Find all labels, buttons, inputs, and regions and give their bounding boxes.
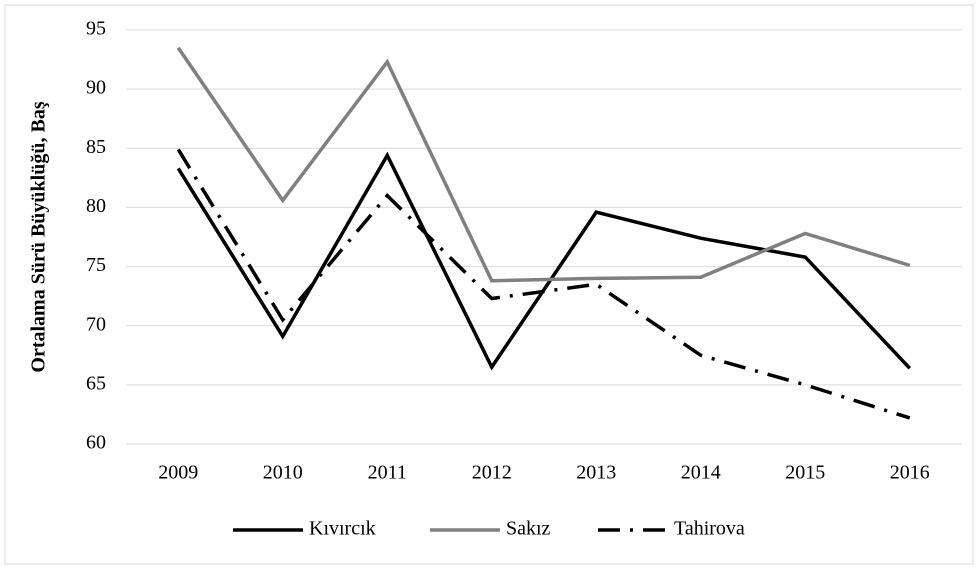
y-tick-label: 80 xyxy=(86,195,106,217)
y-tick-label: 90 xyxy=(86,77,106,99)
x-tick-label: 2011 xyxy=(368,462,407,484)
x-tick-label: 2010 xyxy=(263,462,303,484)
x-tick-label: 2013 xyxy=(576,462,616,484)
series-line xyxy=(176,151,912,371)
series-line xyxy=(176,46,911,283)
y-tick-label: 95 xyxy=(86,18,106,40)
x-tick-label: 2009 xyxy=(158,462,198,484)
y-axis-title: Ortalama Sürü Büyüklüğü, Baş xyxy=(28,101,50,372)
legend-label: Sakız xyxy=(506,518,551,540)
legend-label: Kıvırcık xyxy=(309,518,376,540)
y-tick-label: 75 xyxy=(86,254,106,276)
x-tick-label: 2012 xyxy=(472,462,512,484)
chart-frame xyxy=(4,4,974,565)
x-tick-label: 2014 xyxy=(681,462,721,484)
series-line xyxy=(176,148,911,420)
y-tick-label: 85 xyxy=(86,136,106,158)
x-tick-label: 2015 xyxy=(785,462,825,484)
y-tick-label: 65 xyxy=(86,372,106,394)
legend-label: Tahirova xyxy=(674,518,745,540)
y-tick-label: 60 xyxy=(86,432,106,454)
y-tick-label: 70 xyxy=(86,313,106,335)
x-tick-label: 2016 xyxy=(890,462,930,484)
